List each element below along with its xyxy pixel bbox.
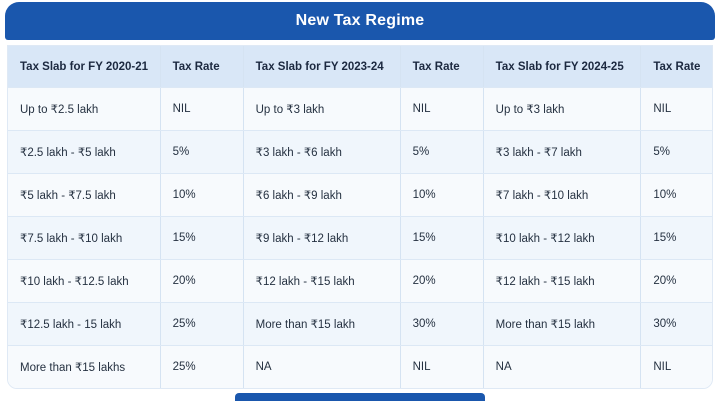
table-row: ₹10 lakh - ₹12.5 lakh 20% ₹12 lakh - ₹15 l… [8,259,712,303]
table-cell: ₹5 lakh - ₹7.5 lakh [8,173,161,217]
table-row: ₹7.5 lakh - ₹10 lakh 15% ₹9 lakh - ₹12 lak… [8,216,712,260]
table-cell: ₹9 lakh - ₹12 lakh [243,216,401,260]
table-cell: NIL [400,87,484,131]
table-cell: ₹6 lakh - ₹9 lakh [243,173,401,217]
column-header: Tax Rate [640,46,712,88]
table-cell: 15% [640,216,712,260]
column-header: Tax Rate [400,46,484,88]
header-row: Tax Slab for FY 2020-21 Tax Rate Tax Slab … [8,46,712,88]
tax-table: Tax Slab for FY 2020-21 Tax Rate Tax Slab … [8,46,712,388]
table-cell: Up to ₹2.5 lakh [8,87,161,131]
table-cell: NIL [640,87,712,131]
table-cell: 30% [400,302,484,346]
table-cell: NIL [160,87,244,131]
table-cell: More than ₹15 lakhs [8,345,161,388]
table-cell: NIL [640,345,712,388]
table-cell: NA [483,345,642,388]
table-cell: More than ₹15 lakh [483,302,642,346]
table-cell: 25% [160,345,244,388]
column-header: Tax Rate [160,46,244,88]
tax-table-card: Tax Slab for FY 2020-21 Tax Rate Tax Slab … [7,45,713,389]
table-row: More than ₹15 lakhs 25% NA NIL NA NIL [8,345,712,388]
table-cell: 30% [640,302,712,346]
table-cell: 25% [160,302,244,346]
table-cell: 5% [640,130,712,174]
page-title: New Tax Regime [295,12,425,29]
title-ribbon: New Tax Regime [5,2,715,40]
column-header: Tax Slab for FY 2023-24 [243,46,401,88]
table-cell: 20% [160,259,244,303]
card-bottom-accent [235,393,485,401]
table-cell: Up to ₹3 lakh [483,87,642,131]
table-cell: ₹10 lakh - ₹12 lakh [483,216,642,260]
table-cell: ₹12.5 lakh - 15 lakh [8,302,161,346]
table-cell: ₹12 lakh - ₹15 lakh [243,259,401,303]
table-cell: 10% [640,173,712,217]
table-cell: More than ₹15 lakh [243,302,401,346]
table-cell: 10% [400,173,484,217]
table-cell: ₹10 lakh - ₹12.5 lakh [8,259,161,303]
table-cell: 10% [160,173,244,217]
column-header: Tax Slab for FY 2024-25 [483,46,642,88]
table-cell: ₹7 lakh - ₹10 lakh [483,173,642,217]
table-row: ₹5 lakh - ₹7.5 lakh 10% ₹6 lakh - ₹9 lakh 1… [8,173,712,217]
table-cell: 20% [640,259,712,303]
table-cell: ₹3 lakh - ₹7 lakh [483,130,642,174]
table-cell: ₹7.5 lakh - ₹10 lakh [8,216,161,260]
table-row: ₹2.5 lakh - ₹5 lakh 5% ₹3 lakh - ₹6 lakh 5%… [8,130,712,174]
table-cell: 5% [160,130,244,174]
table-cell: NA [243,345,401,388]
table-row: Up to ₹2.5 lakh NIL Up to ₹3 lakh NIL Up to … [8,87,712,131]
table-body: Up to ₹2.5 lakh NIL Up to ₹3 lakh NIL Up to … [8,87,712,388]
table-cell: 15% [400,216,484,260]
table-cell: 5% [400,130,484,174]
table-cell: ₹3 lakh - ₹6 lakh [243,130,401,174]
table-cell: NIL [400,345,484,388]
table-cell: ₹12 lakh - ₹15 lakh [483,259,642,303]
table-row: ₹12.5 lakh - 15 lakh 25% More than ₹15 lak… [8,302,712,346]
table-cell: Up to ₹3 lakh [243,87,401,131]
table-cell: 20% [400,259,484,303]
table-cell: 15% [160,216,244,260]
column-header: Tax Slab for FY 2020-21 [8,46,161,88]
table-cell: ₹2.5 lakh - ₹5 lakh [8,130,161,174]
